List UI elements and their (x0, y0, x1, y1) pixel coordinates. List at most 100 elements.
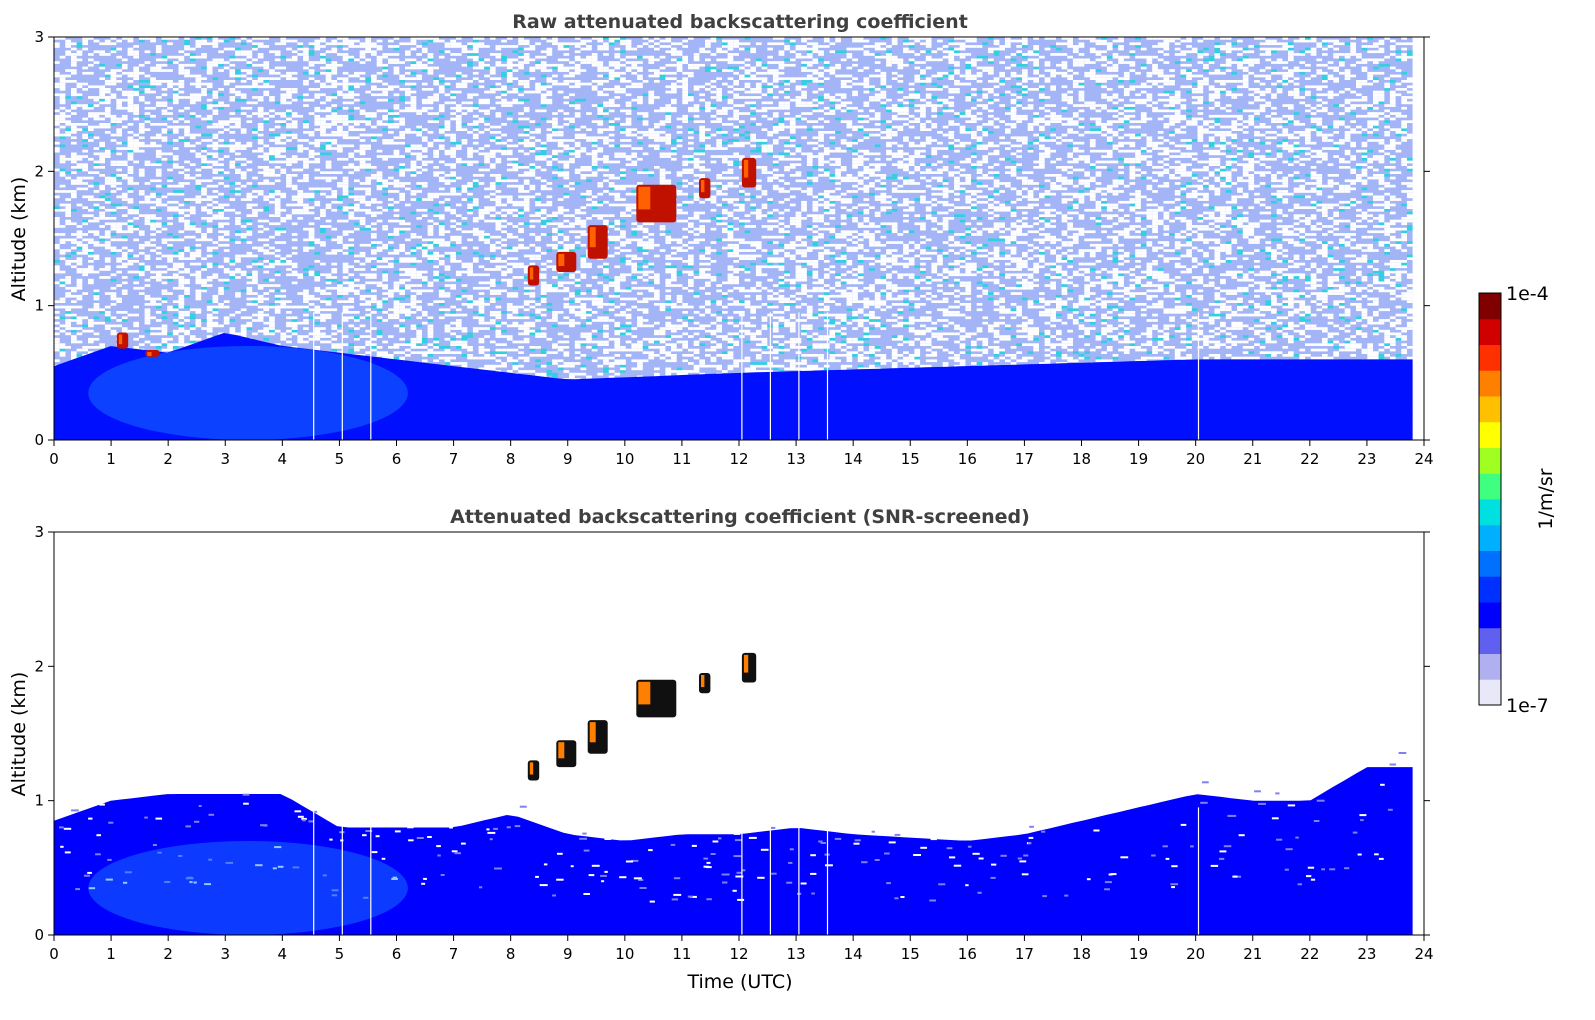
noise-pixel (331, 308, 338, 312)
noise-pixel (127, 85, 134, 89)
noise-pixel (371, 268, 377, 271)
noise-pixel (297, 157, 304, 161)
noise-pixel (388, 45, 394, 48)
noise-pixel (88, 278, 94, 282)
noise-pixel (257, 190, 264, 193)
noise-pixel (455, 106, 462, 110)
noise-pixel (252, 112, 258, 115)
noise-pixel (342, 206, 349, 209)
noise-pixel (104, 90, 111, 94)
noise-pixel (218, 157, 224, 161)
noise-pixel (54, 281, 60, 285)
noise-pixel (427, 251, 434, 255)
noise-pixel (291, 203, 298, 207)
noise-pixel (263, 243, 270, 247)
noise-pixel (337, 45, 343, 48)
noise-pixel (206, 106, 213, 110)
noise-pixel (240, 273, 247, 277)
noise-pixel (331, 80, 338, 83)
noise-pixel (388, 190, 394, 193)
noise-pixel (308, 270, 315, 274)
noise-pixel (172, 125, 179, 129)
noise-pixel (455, 176, 462, 180)
noise-pixel (178, 208, 185, 212)
noise-pixel (65, 321, 71, 325)
noise-pixel (393, 308, 400, 312)
noise-pixel (127, 74, 134, 78)
noise-pixel (455, 114, 462, 118)
noise-pixel (489, 219, 496, 223)
noise-pixel (172, 262, 179, 266)
noise-pixel (121, 257, 128, 260)
noise-pixel (410, 163, 417, 166)
noise-pixel (308, 243, 315, 247)
noise-pixel (138, 286, 145, 290)
noise-pixel (478, 217, 485, 220)
noise-pixel (320, 176, 326, 180)
noise-pixel (195, 179, 202, 183)
noise-pixel (286, 254, 292, 258)
noise-pixel (371, 337, 377, 341)
noise-pixel (104, 182, 111, 185)
noise-pixel (218, 125, 224, 129)
noise-pixel (99, 98, 105, 102)
noise-pixel (178, 71, 185, 75)
noise-pixel (138, 335, 145, 338)
noise-pixel (478, 152, 485, 156)
noise-pixel (438, 131, 445, 134)
noise-pixel (461, 340, 468, 344)
noise-pixel (110, 227, 117, 231)
noise-pixel (269, 262, 275, 266)
noise-pixel (303, 66, 309, 70)
noise-pixel (354, 222, 360, 226)
noise-pixel (133, 74, 139, 78)
noise-pixel (71, 195, 77, 199)
noise-pixel (178, 311, 185, 314)
noise-pixel (410, 168, 417, 172)
noise-pixel (155, 346, 162, 349)
noise-pixel (76, 230, 83, 234)
noise-pixel (235, 190, 241, 193)
noise-pixel (308, 235, 315, 239)
noise-pixel (263, 297, 270, 301)
noise-pixel (223, 171, 230, 174)
noise-pixel (399, 182, 405, 185)
noise-pixel (393, 230, 400, 234)
noise-pixel (161, 195, 168, 199)
noise-pixel (229, 96, 236, 99)
noise-pixel (388, 316, 394, 320)
noise-pixel (104, 192, 111, 196)
noise-pixel (269, 85, 275, 89)
noise-pixel (235, 163, 241, 166)
noise-pixel (93, 39, 100, 43)
noise-pixel (59, 136, 66, 140)
noise-pixel (450, 179, 456, 183)
noise-pixel (116, 80, 122, 83)
noise-pixel (450, 238, 456, 242)
noise-pixel (314, 270, 321, 274)
noise-pixel (495, 292, 502, 295)
noise-pixel (99, 217, 105, 220)
noise-pixel (54, 42, 60, 46)
noise-pixel (201, 117, 207, 121)
noise-pixel (71, 337, 77, 341)
noise-pixel (235, 168, 241, 172)
noise-pixel (218, 149, 224, 153)
noise-pixel (399, 195, 405, 199)
noise-pixel (427, 254, 434, 258)
noise-pixel (438, 292, 445, 295)
noise-pixel (444, 192, 451, 196)
noise-pixel (127, 198, 134, 201)
noise-pixel (161, 139, 168, 142)
noise-pixel (342, 136, 349, 140)
noise-pixel (161, 109, 168, 113)
noise-pixel (410, 303, 417, 306)
noise-pixel (144, 163, 151, 166)
noise-pixel (286, 262, 292, 266)
noise-pixel (65, 319, 71, 322)
noise-pixel (155, 96, 162, 99)
noise-pixel (376, 260, 383, 263)
noise-pixel (365, 316, 371, 320)
noise-pixel (65, 346, 71, 349)
noise-pixel (201, 88, 207, 91)
